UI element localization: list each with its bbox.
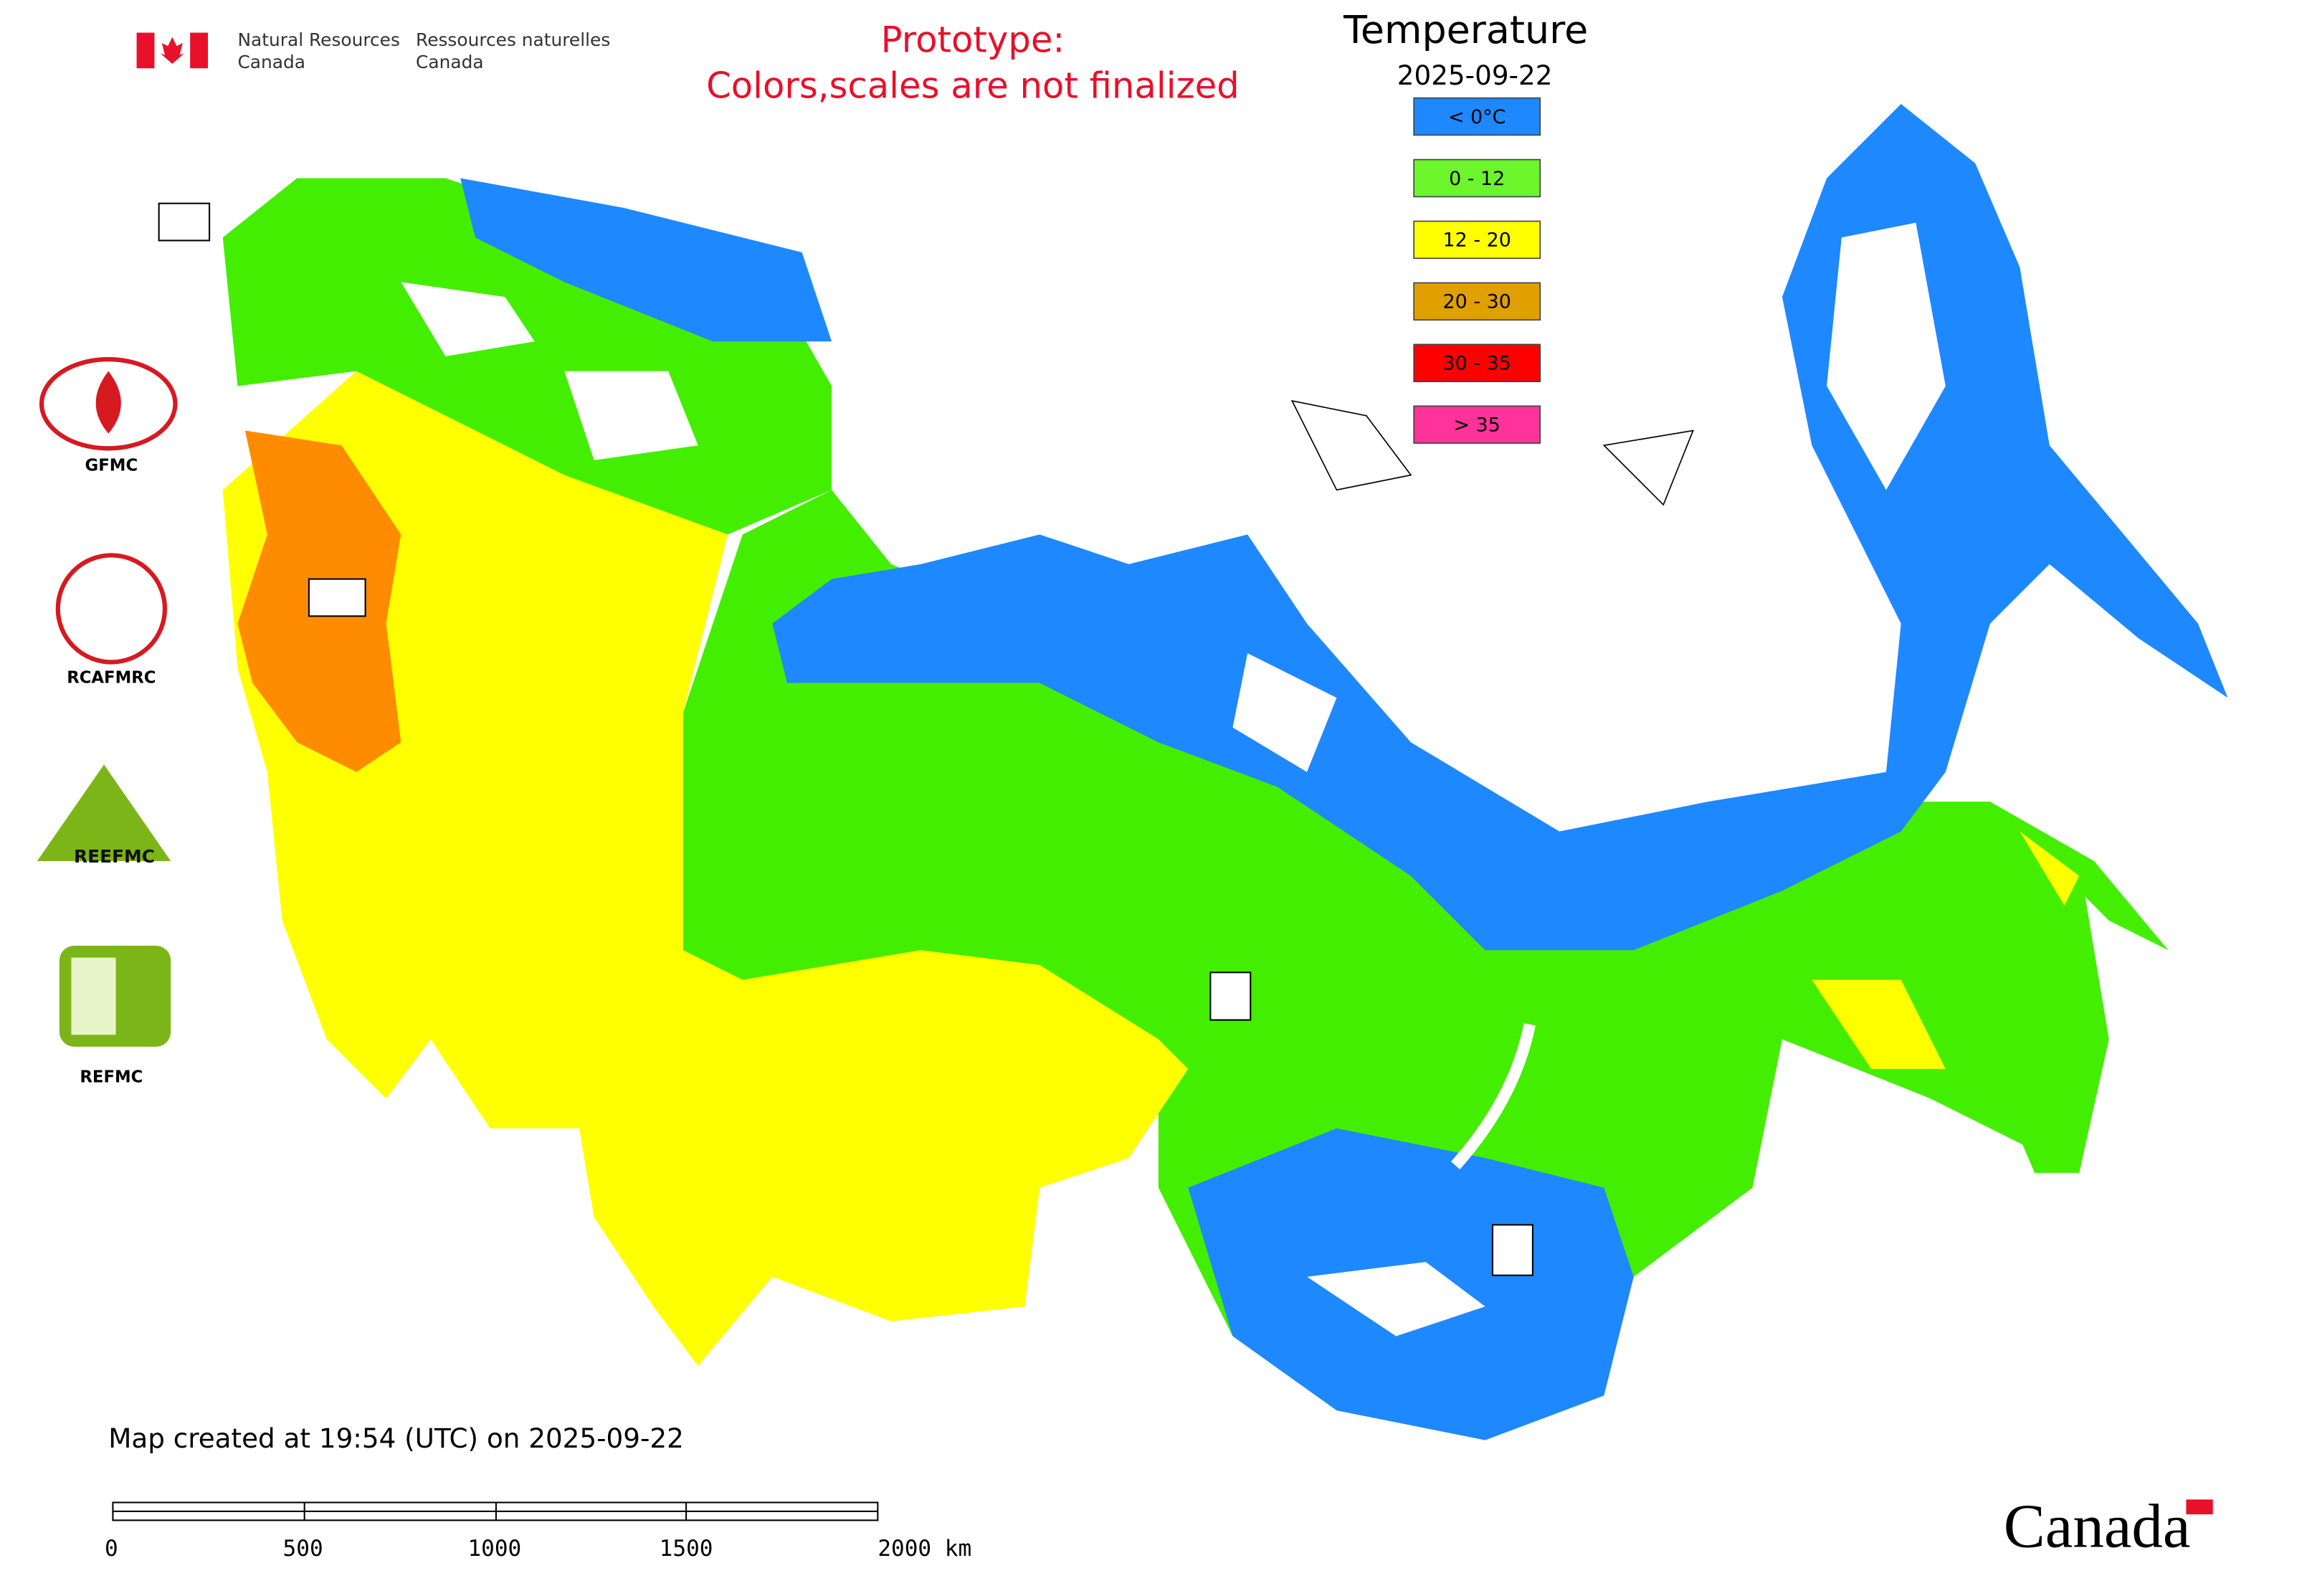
legend-swatch — [1413, 220, 1541, 260]
department-fr: Ressources naturelles — [416, 29, 610, 50]
legend-swatch — [1413, 343, 1541, 382]
legend-date: 2025-09-22 — [1397, 60, 1553, 91]
department-fr: Canada — [416, 52, 484, 72]
legend-title: Temperature — [1343, 7, 1588, 52]
center-label: GFMC — [85, 456, 138, 475]
scale-labels: 0 500 1000 1500 2000 km — [105, 1536, 971, 1562]
legend-swatch — [1413, 282, 1541, 321]
map-created: Map created at 19:54 (UTC) on 2025-09-22 — [108, 1422, 684, 1454]
legend-label: 0 - 12 — [1449, 168, 1505, 190]
canada-wordmark: Canada — [2004, 1491, 2191, 1561]
center-label: RCAFMRC — [67, 669, 156, 688]
center-label: REFMC — [80, 1068, 143, 1087]
department-en: Natural Resources — [237, 29, 399, 50]
legend-label: > 35 — [1454, 414, 1500, 437]
legend-swatch — [1413, 97, 1541, 136]
legend-label: < 0°C — [1448, 106, 1506, 128]
canada-flag — [136, 32, 209, 69]
legend-swatch — [1413, 158, 1541, 198]
legend-label: 30 - 35 — [1443, 353, 1511, 375]
scale-label: 1000 — [467, 1536, 521, 1562]
legend-label: 12 - 20 — [1443, 229, 1511, 252]
scale-label: 1500 — [660, 1536, 713, 1562]
scale-label: 0 — [105, 1536, 118, 1562]
scale-label: 500 — [283, 1536, 323, 1562]
prototype-notice: Prototype: — [881, 19, 1065, 60]
wordmark-flag — [2186, 1499, 2213, 1515]
center-logos — [37, 357, 178, 1047]
legend: < 0°C 0 - 12 12 - 20 20 - 30 30 - 35 > 35 — [1413, 97, 1541, 444]
prototype-notice: Colors,scales are not finalized — [706, 65, 1240, 107]
scale-label: 2000 km — [877, 1536, 971, 1562]
scale-bar — [112, 1501, 879, 1521]
legend-swatch — [1413, 405, 1541, 444]
center-label: REEFMC — [74, 846, 155, 867]
legend-label: 20 - 30 — [1443, 291, 1511, 313]
department-en: Canada — [237, 52, 305, 72]
temperature-map — [158, 103, 2228, 1440]
